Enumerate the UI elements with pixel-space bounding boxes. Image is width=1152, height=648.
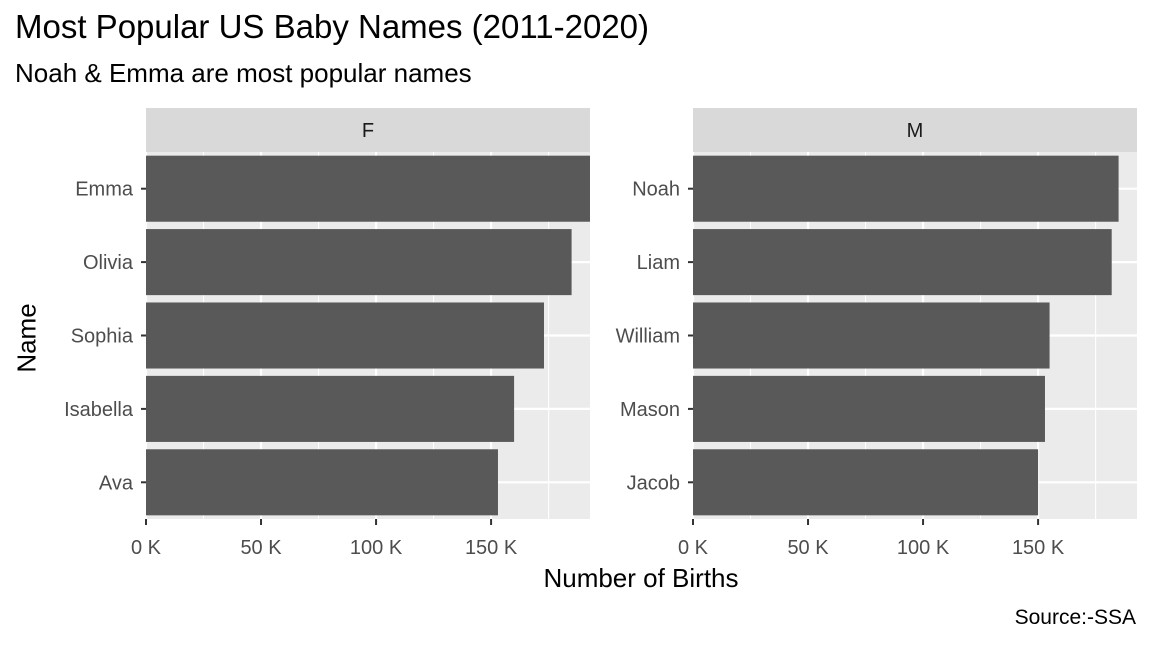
y-axis-label: Name: [11, 303, 42, 373]
chart-subtitle: Noah & Emma are most popular names: [15, 58, 472, 88]
chart-title: Most Popular US Baby Names (2011-2020): [15, 8, 650, 45]
bar-isabella: [146, 375, 515, 442]
x-tick-label: 50 K: [240, 537, 282, 559]
x-tick-label: 0 K: [678, 537, 709, 559]
y-tick-label-olivia: Olivia: [83, 252, 134, 274]
y-tick-label-noah: Noah: [632, 179, 680, 201]
x-tick-label: 100 K: [350, 537, 403, 559]
bar-jacob: [693, 449, 1039, 516]
x-tick-label: 150 K: [465, 537, 518, 559]
x-tick-label: 0 K: [131, 537, 162, 559]
y-tick-label-william: William: [616, 326, 680, 348]
bar-sophia: [146, 302, 544, 369]
y-tick-label-emma: Emma: [75, 179, 134, 201]
y-tick-label-isabella: Isabella: [64, 399, 134, 421]
bar-william: [693, 302, 1050, 369]
facet-strip-M: [693, 108, 1137, 152]
facet-label-F: F: [362, 120, 374, 142]
y-tick-label-sophia: Sophia: [71, 326, 134, 348]
bar-mason: [693, 375, 1045, 442]
x-tick-label: 50 K: [787, 537, 829, 559]
chart-caption: Source:-SSA: [1014, 606, 1136, 629]
x-tick-label: 100 K: [897, 537, 950, 559]
bar-liam: [693, 229, 1112, 296]
bar-ava: [146, 449, 498, 516]
bar-olivia: [146, 229, 572, 296]
bar-emma: [146, 155, 590, 222]
bar-noah: [693, 155, 1119, 222]
y-tick-label-mason: Mason: [620, 399, 680, 421]
facet-label-M: M: [907, 120, 924, 142]
x-tick-label: 150 K: [1012, 537, 1065, 559]
x-axis-label: Number of Births: [543, 563, 739, 593]
y-tick-label-ava: Ava: [99, 472, 134, 494]
y-tick-label-liam: Liam: [637, 252, 680, 274]
y-tick-label-jacob: Jacob: [627, 472, 680, 494]
facet-strip-F: [146, 108, 590, 152]
